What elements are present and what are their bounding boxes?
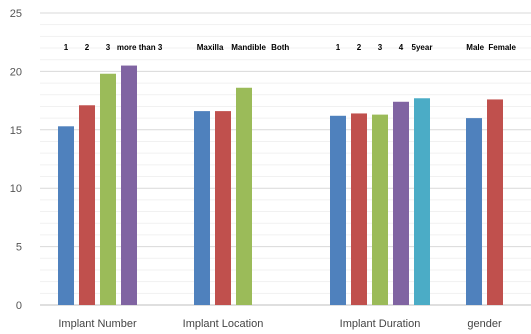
y-axis-tick-labels: 0 5 10 15 20 25 — [10, 8, 22, 312]
bar-label-annotations: 1 2 3 more than 3 Maxilla Mandible Both 1 2 3 4 5ye… — [64, 43, 517, 52]
bar — [58, 126, 74, 306]
bar — [372, 114, 388, 305]
y-tick-label: 25 — [10, 8, 22, 20]
bar-label: 2 — [85, 43, 90, 52]
bar — [194, 111, 210, 305]
bar-label: 4 — [399, 43, 404, 52]
y-tick-label: 20 — [10, 66, 22, 78]
x-category-label: Implant Location — [183, 318, 264, 330]
bar — [466, 118, 482, 306]
bar-label: Mandible — [231, 43, 266, 52]
bar-label: Both — [271, 43, 289, 52]
bar-label: 1 — [64, 43, 69, 52]
bar — [487, 99, 503, 305]
bar-label: 5year — [412, 43, 433, 52]
bar — [414, 98, 430, 305]
bar — [236, 87, 252, 305]
y-tick-label: 0 — [16, 300, 22, 312]
y-tick-label: 10 — [10, 183, 22, 195]
bar-label: more than 3 — [117, 43, 163, 52]
bar — [121, 65, 137, 305]
y-tick-label: 15 — [10, 125, 22, 137]
bar-label: 1 — [336, 43, 341, 52]
x-category-label: Implant Number — [58, 318, 137, 330]
bar-label: Male — [466, 43, 484, 52]
bar-series — [58, 65, 503, 306]
bar-label: Maxilla — [197, 43, 224, 52]
x-category-label: Implant Duration — [340, 318, 421, 330]
bar — [351, 113, 367, 305]
bar — [215, 111, 231, 305]
bar-label: 3 — [106, 43, 111, 52]
bar-label: 2 — [357, 43, 362, 52]
bar-label: Female — [488, 43, 516, 52]
bar-label: 3 — [378, 43, 383, 52]
bar — [79, 105, 95, 305]
bar — [393, 101, 409, 305]
bar — [100, 73, 116, 306]
y-tick-label: 5 — [16, 242, 22, 254]
bar — [330, 115, 346, 305]
x-category-label: gender — [467, 318, 502, 330]
x-axis-category-labels: Implant Number Implant Location Implant Du… — [58, 318, 502, 330]
